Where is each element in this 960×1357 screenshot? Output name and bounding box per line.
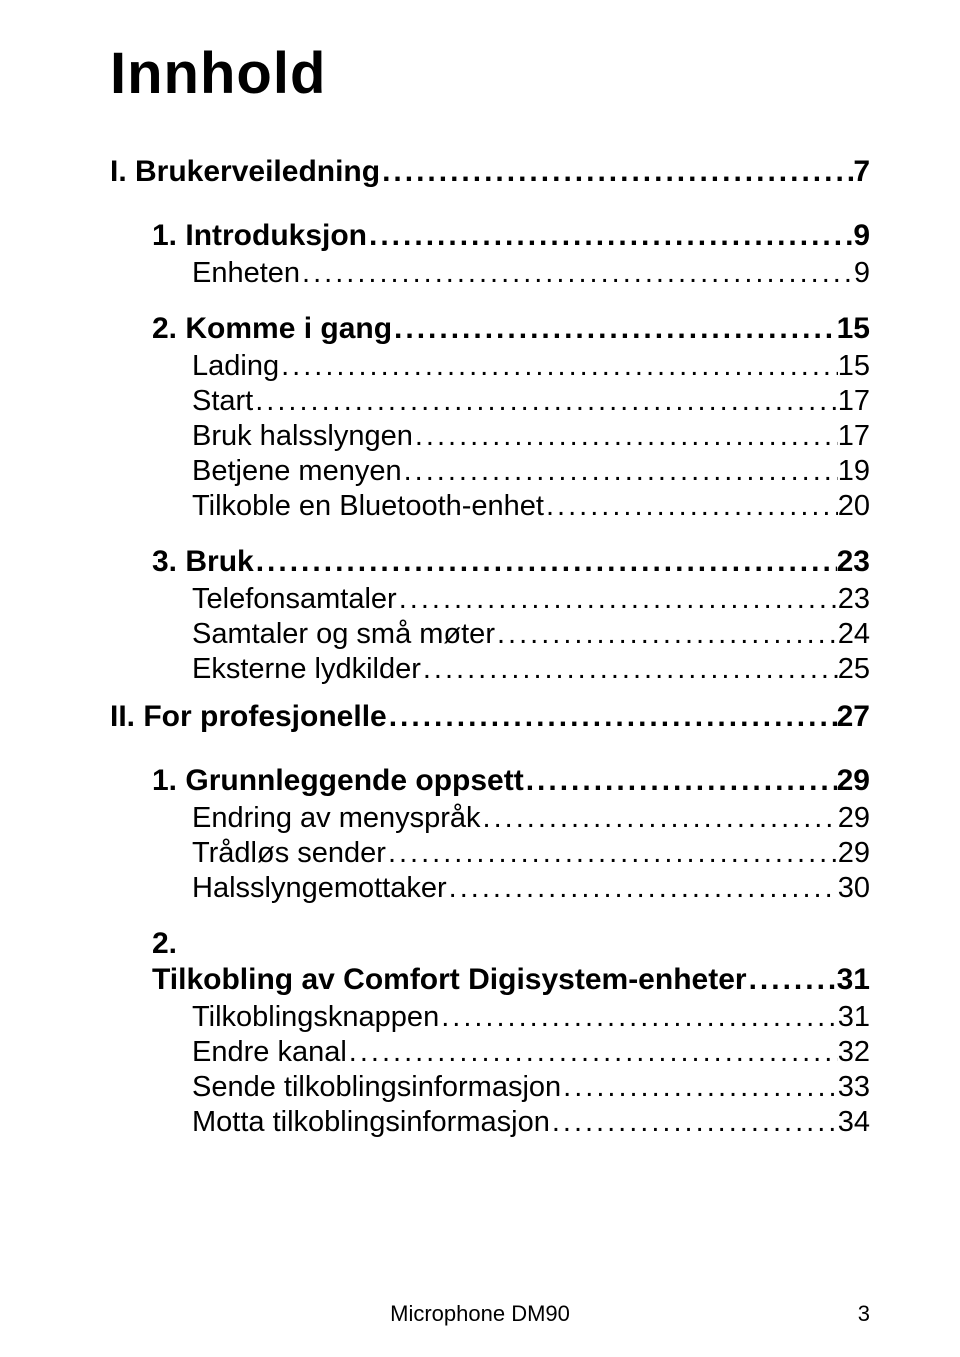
toc-entry-page: 17 xyxy=(838,420,870,453)
toc-chapter-page: 9 xyxy=(853,219,870,253)
toc-entry-page: 9 xyxy=(854,257,870,290)
toc-row: Halsslyngemottaker......................… xyxy=(110,872,870,905)
toc-row: 2. Komme i gang.........................… xyxy=(110,312,870,346)
toc-row: Trådløs sender..........................… xyxy=(110,837,870,870)
toc-row: Endring av menyspråk....................… xyxy=(110,802,870,835)
toc-container: I. Brukerveiledning.....................… xyxy=(110,155,870,1139)
toc-row: Samtaler og små møter...................… xyxy=(110,618,870,651)
toc-leader-dots: ........................................… xyxy=(392,312,837,346)
toc-leader-dots: ........................................… xyxy=(544,490,838,523)
toc-entry-page: 19 xyxy=(838,455,870,488)
toc-entry-page: 29 xyxy=(838,837,870,870)
toc-chapter-label: 2. Komme i gang xyxy=(152,312,392,346)
toc-leader-dots: ........................................… xyxy=(561,1071,838,1104)
toc-leader-dots: ........................................… xyxy=(495,618,838,651)
toc-entry-label: Endre kanal xyxy=(192,1036,347,1069)
toc-entry-page: 20 xyxy=(838,490,870,523)
toc-row: Endre kanal.............................… xyxy=(110,1036,870,1069)
toc-leader-dots: ........................................… xyxy=(386,837,838,870)
toc-entry-label: Lading xyxy=(192,350,279,383)
toc-entry-page: 34 xyxy=(838,1106,870,1139)
toc-entry-label: Samtaler og små møter xyxy=(192,618,495,651)
toc-chapter-label: 1. Grunnleggende oppsett xyxy=(152,764,524,798)
toc-chapter-page: 29 xyxy=(837,764,870,798)
toc-entry-page: 30 xyxy=(838,872,870,905)
toc-leader-dots: ........................................… xyxy=(524,764,837,798)
toc-row: Telefonsamtaler.........................… xyxy=(110,583,870,616)
toc-row: Tilkoble en Bluetooth-enhet.............… xyxy=(110,490,870,523)
toc-entry-label: Sende tilkoblingsinformasjon xyxy=(192,1071,561,1104)
toc-leader-dots: ........................................… xyxy=(747,963,837,997)
toc-leader-dots: ........................................… xyxy=(347,1036,838,1069)
toc-part-label: II. For profesjonelle xyxy=(110,700,387,734)
toc-entry-page: 32 xyxy=(838,1036,870,1069)
toc-chapter-number: 2. xyxy=(110,927,870,961)
toc-entry-label: Start xyxy=(192,385,253,418)
toc-entry-page: 17 xyxy=(838,385,870,418)
toc-entry-label: Eksterne lydkilder xyxy=(192,653,421,686)
toc-leader-dots: ........................................… xyxy=(402,455,838,488)
toc-entry-page: 23 xyxy=(838,583,870,616)
toc-entry-label: Tilkoble en Bluetooth-enhet xyxy=(192,490,544,523)
toc-chapter-label: Tilkobling av Comfort Digisystem-enheter xyxy=(152,963,747,997)
toc-row: Bruk halsslyngen........................… xyxy=(110,420,870,453)
toc-row: 1. Introduksjon.........................… xyxy=(110,219,870,253)
toc-leader-dots: ........................................… xyxy=(380,155,853,189)
toc-entry-label: Halsslyngemottaker xyxy=(192,872,447,905)
toc-leader-dots: ........................................… xyxy=(254,545,837,579)
toc-entry-page: 33 xyxy=(838,1071,870,1104)
toc-row: Betjene menyen..........................… xyxy=(110,455,870,488)
toc-row: Sende tilkoblingsinformasjon............… xyxy=(110,1071,870,1104)
toc-chapter-page: 15 xyxy=(837,312,870,346)
toc-row: Enheten.................................… xyxy=(110,257,870,290)
toc-row: 1. Grunnleggende oppsett................… xyxy=(110,764,870,798)
toc-entry-label: Tilkoblingsknappen xyxy=(192,1001,439,1034)
toc-leader-dots: ........................................… xyxy=(421,653,838,686)
toc-chapter-page: 23 xyxy=(837,545,870,579)
toc-row: Tilkobling av Comfort Digisystem-enheter… xyxy=(110,963,870,997)
toc-leader-dots: ........................................… xyxy=(447,872,838,905)
toc-leader-dots: ........................................… xyxy=(387,700,837,734)
toc-leader-dots: ........................................… xyxy=(550,1106,838,1139)
toc-row: 3. Bruk.................................… xyxy=(110,545,870,579)
toc-entry-label: Enheten xyxy=(192,257,300,290)
toc-row: Start...................................… xyxy=(110,385,870,418)
toc-part-label: I. Brukerveiledning xyxy=(110,155,380,189)
toc-entry-label: Bruk halsslyngen xyxy=(192,420,413,453)
toc-leader-dots: ........................................… xyxy=(367,219,853,253)
toc-row: Tilkoblingsknappen......................… xyxy=(110,1001,870,1034)
toc-leader-dots: ........................................… xyxy=(397,583,838,616)
toc-entry-label: Telefonsamtaler xyxy=(192,583,397,616)
toc-entry-page: 24 xyxy=(838,618,870,651)
page-title: Innhold xyxy=(110,40,870,107)
toc-row: Motta tilkoblingsinformasjon............… xyxy=(110,1106,870,1139)
toc-entry-page: 31 xyxy=(838,1001,870,1034)
toc-row: I. Brukerveiledning.....................… xyxy=(110,155,870,189)
toc-entry-page: 25 xyxy=(838,653,870,686)
footer-product: Microphone DM90 xyxy=(0,1301,960,1327)
toc-leader-dots: ........................................… xyxy=(300,257,854,290)
footer-page-number: 3 xyxy=(858,1301,870,1327)
toc-leader-dots: ........................................… xyxy=(279,350,838,383)
toc-entry-label: Trådløs sender xyxy=(192,837,386,870)
toc-leader-dots: ........................................… xyxy=(439,1001,838,1034)
toc-leader-dots: ........................................… xyxy=(253,385,837,418)
toc-row: II. For profesjonelle...................… xyxy=(110,700,870,734)
toc-entry-page: 15 xyxy=(838,350,870,383)
toc-part-page: 27 xyxy=(837,700,870,734)
toc-row: Lading..................................… xyxy=(110,350,870,383)
toc-row: Eksterne lydkilder......................… xyxy=(110,653,870,686)
toc-leader-dots: ........................................… xyxy=(481,802,838,835)
toc-entry-label: Endring av menyspråk xyxy=(192,802,481,835)
toc-leader-dots: ........................................… xyxy=(413,420,838,453)
toc-entry-page: 29 xyxy=(838,802,870,835)
toc-chapter-page: 31 xyxy=(837,963,870,997)
toc-entry-label: Betjene menyen xyxy=(192,455,402,488)
toc-chapter-label: 3. Bruk xyxy=(152,545,254,579)
toc-entry-label: Motta tilkoblingsinformasjon xyxy=(192,1106,550,1139)
toc-part-page: 7 xyxy=(853,155,870,189)
toc-chapter-label: 1. Introduksjon xyxy=(152,219,367,253)
